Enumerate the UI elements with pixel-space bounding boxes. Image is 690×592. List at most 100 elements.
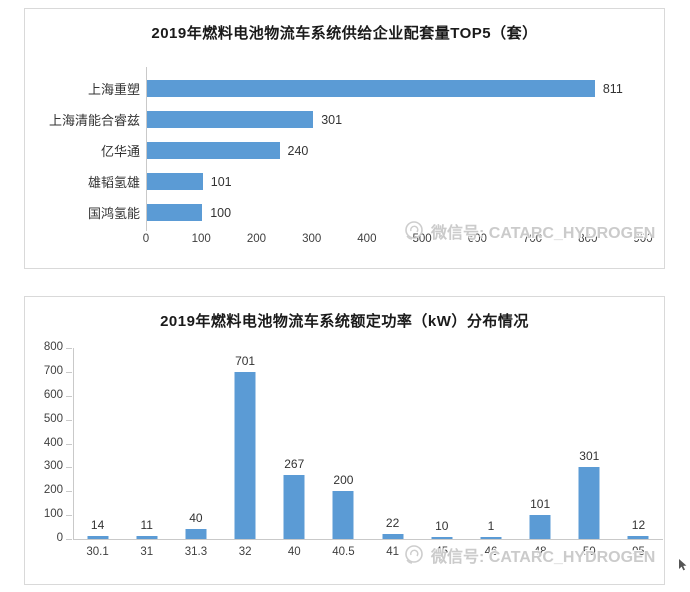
bar-value-label: 100 [210, 205, 232, 220]
bar-column: 11 [122, 348, 171, 539]
y-tick-label: 500 [43, 412, 63, 425]
bar-column: 301 [565, 348, 614, 539]
bar [332, 491, 354, 539]
bar-column: 40 [171, 348, 220, 539]
x-tick-label: 300 [302, 233, 322, 245]
bar-value-label: 240 [287, 143, 309, 158]
bar-column: 101 [516, 348, 565, 539]
bar-row: 上海重塑 811 [25, 73, 664, 104]
x-category-label: 32 [238, 546, 252, 558]
category-label: 上海清能合睿兹 [48, 113, 140, 128]
bar-value-label: 811 [602, 81, 623, 96]
category-label: 国鸿氢能 [87, 206, 140, 221]
chart2-y-axis-line [73, 348, 74, 539]
chart2-x-axis-line [73, 539, 663, 540]
bar [431, 536, 453, 539]
chart1-y-axis-line [146, 67, 147, 231]
chart1-xticks: 0 100 200 300 400 500 600 700 800 900 [143, 233, 653, 249]
bar-row: 雄韬氢雄 101 [25, 166, 664, 197]
y-tick-mark [66, 371, 72, 373]
bar [529, 514, 551, 539]
bar-column: 701 [221, 348, 270, 539]
bar-column: 10 [417, 348, 466, 539]
bar-column: 1 [466, 348, 515, 539]
bar-value-label: 101 [530, 496, 551, 511]
y-tick-mark [66, 348, 72, 349]
y-tick-label: 600 [43, 388, 63, 401]
cursor-arrow [679, 559, 687, 571]
bar [147, 111, 314, 128]
bar [147, 80, 595, 97]
y-tick-mark [66, 395, 72, 397]
y-tick-mark [66, 467, 72, 469]
chart1-rows: 上海重塑 811 上海清能合睿兹 301 亿华通 240 雄韬氢雄 101 国鸿氢能 100 [25, 73, 664, 228]
watermark: 微信号: CATARC_HYDROGEN [403, 543, 655, 567]
watermark: 微信号: CATARC_HYDROGEN [403, 219, 655, 243]
chart2-xlabels: 30.1 31 31.3 32 40 40.5 41 45 46 48 50 95 [73, 546, 663, 558]
bar-row: 亿华通 240 [25, 135, 664, 166]
x-tick-label: 700 [522, 233, 543, 245]
chart2-title: 2019年燃料电池物流车系统额定功率（kW）分布情况 [160, 313, 529, 330]
x-category-label: 48 [533, 546, 547, 558]
bar-track: 240 [147, 142, 644, 159]
y-tick-label: 400 [43, 436, 63, 449]
y-tick-mark [66, 443, 72, 445]
wechat-swirl-icon [405, 545, 423, 564]
category-label: 雄韬氢雄 [87, 175, 140, 190]
bar [480, 537, 502, 539]
x-category-label: 31 [140, 546, 154, 558]
bar-column: 267 [270, 348, 319, 539]
category-label: 上海重塑 [87, 82, 140, 97]
x-category-label: 46 [484, 546, 498, 558]
x-category-label: 95 [632, 546, 645, 558]
bar-value-label: 10 [435, 518, 449, 533]
bar-track: 100 [147, 204, 644, 221]
bar [87, 535, 109, 539]
y-tick-mark [66, 419, 72, 421]
watermark-text: 微信号: CATARC_HYDROGEN [431, 549, 656, 566]
x-category-label: 45 [435, 546, 449, 558]
bar-value-label: 301 [579, 449, 600, 464]
bar-value-label: 22 [385, 515, 400, 530]
bar-column: 22 [368, 348, 417, 539]
x-category-label: 41 [386, 546, 400, 558]
bar-value-label: 40 [189, 511, 203, 526]
y-tick-label: 0 [56, 532, 63, 544]
y-tick-label: 100 [43, 508, 63, 521]
x-tick-label: 400 [357, 233, 377, 245]
chart-panel-top5: 2019年燃料电池物流车系统供给企业配套量TOP5（套） 上海重塑 811 上海清能… [24, 8, 665, 269]
x-tick-label: 900 [633, 233, 653, 245]
bar-row: 上海清能合睿兹 301 [25, 104, 664, 135]
x-category-label: 40.5 [332, 546, 355, 558]
bar [627, 536, 649, 539]
bar-column: 200 [319, 348, 368, 539]
x-tick-label: 200 [246, 233, 267, 245]
bar-value-label: 101 [210, 174, 232, 189]
y-tick-label: 800 [43, 341, 63, 353]
bar [283, 475, 305, 539]
bar [382, 533, 404, 539]
y-tick-mark [66, 539, 72, 540]
bar-value-label: 301 [321, 112, 343, 127]
bar-track: 101 [147, 173, 644, 190]
bar-row: 国鸿氢能 100 [25, 197, 664, 228]
x-tick-label: 800 [578, 233, 598, 245]
bar-value-label: 267 [284, 457, 305, 472]
bar-column: 12 [614, 348, 663, 539]
bar-value-label: 14 [90, 517, 105, 532]
x-category-label: 31.3 [184, 546, 208, 558]
watermark-text: 微信号: CATARC_HYDROGEN [431, 225, 656, 242]
bar [147, 204, 203, 221]
x-tick-label: 100 [191, 233, 211, 245]
y-tick-mark [66, 491, 72, 493]
bar-track: 811 [147, 80, 644, 97]
x-category-label: 30.1 [86, 546, 109, 558]
y-tick-label: 300 [43, 460, 63, 473]
bar [136, 536, 158, 539]
y-tick-label: 700 [43, 364, 63, 377]
category-label: 亿华通 [100, 144, 140, 159]
bar-value-label: 200 [333, 473, 354, 488]
x-category-label: 40 [287, 546, 301, 558]
chart1-title: 2019年燃料电池物流车系统供给企业配套量TOP5（套） [151, 25, 538, 42]
